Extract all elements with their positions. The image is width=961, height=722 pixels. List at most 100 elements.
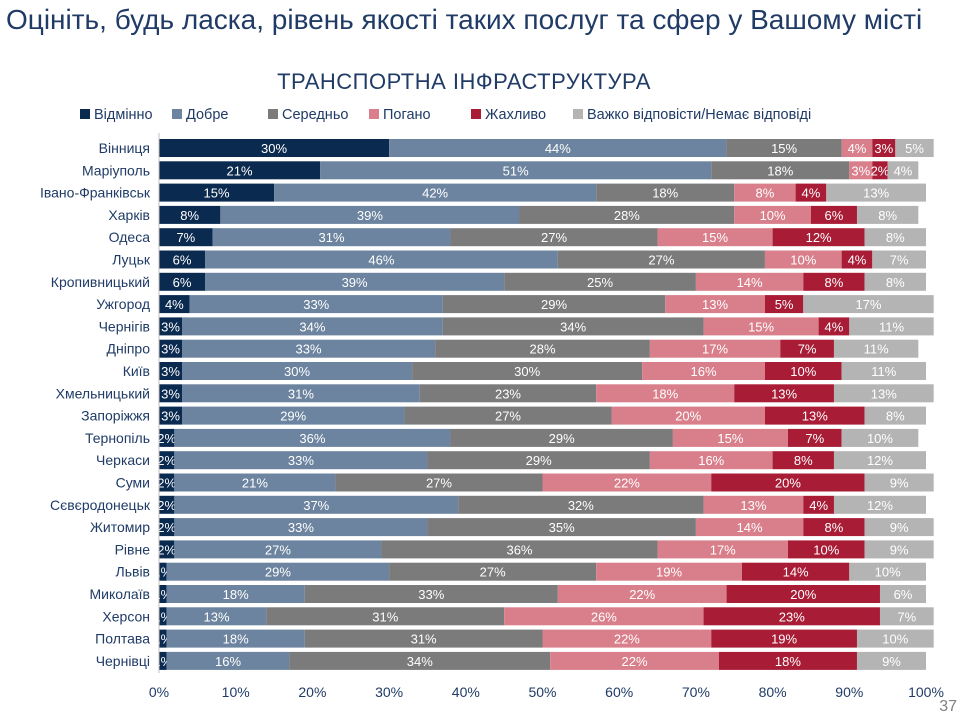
data-label: 18% [767,163,793,178]
data-label: 6% [173,275,192,290]
bar-segment [772,451,834,470]
bar-segment [174,540,382,559]
data-label: 29% [280,409,306,424]
category-label: Дніпро [107,341,151,357]
bar-segment [810,205,857,224]
bar-segment [787,428,842,447]
bar-segment [166,585,305,603]
legend-label-1: Добре [186,107,228,123]
bar-segment [772,228,865,247]
data-label: 33% [418,587,444,602]
data-label: 15% [771,141,797,156]
data-label: 15% [748,319,774,334]
data-label: 7% [890,253,909,268]
bar-segment [726,139,842,157]
data-label: 12% [867,498,893,513]
data-label: 10% [790,364,816,379]
data-label: 30% [284,364,310,379]
bar-segment [841,250,873,269]
data-label: 10% [882,632,908,647]
data-label: 7% [798,342,817,357]
category-label: Львів [116,564,150,580]
data-label: 35% [549,520,575,535]
category-label: Житомир [90,519,150,535]
bar-segment [182,317,443,336]
data-label: 9% [890,542,909,557]
data-label: 27% [265,542,291,557]
data-label: 10% [813,542,839,557]
data-label: 16% [691,364,717,379]
bar-segment [189,295,443,314]
bar-segment [557,250,765,269]
bar-segment [182,406,405,425]
bar-segment [833,451,926,470]
data-label: 5% [905,141,924,156]
data-label: 15% [717,431,743,446]
data-label: 13% [802,409,828,424]
bar-segment [879,607,934,626]
bar-segment [542,473,712,492]
data-label: 3% [161,364,180,379]
bar-segment [159,406,183,425]
data-label: 25% [587,275,613,290]
data-label: 8% [886,230,905,245]
data-label: 31% [372,609,398,624]
bar-segment [841,139,873,157]
data-label: 20% [775,476,801,491]
data-label: 3% [851,163,870,178]
data-label: 3% [161,386,180,401]
data-label: 11% [871,364,896,379]
data-label: 46% [368,253,394,268]
data-label: 2% [871,163,890,178]
data-label: 2% [157,431,176,446]
bar-segment [159,317,183,336]
bar-segment [833,495,926,514]
bar-segment [711,161,850,180]
data-label: 16% [698,453,724,468]
data-label: 22% [629,587,655,602]
x-tick-label: 0% [149,684,169,700]
bar-segment [895,139,934,157]
data-label: 19% [771,632,797,647]
bar-segment [718,651,857,670]
bar-segment [826,183,926,202]
bar-segment [764,406,865,425]
bar-segment [404,406,612,425]
bar-segment [159,540,175,559]
bars: 30% 44% 15% 4% 3% 5%21% 51% 18% 3% 2% 4%15% 42% 18% 8… [153,139,934,670]
bar-segment [159,473,175,492]
bar-segment [504,272,696,291]
legend-label-3: Погано [383,107,431,123]
chart-title: ТРАНСПОРТНА ІНФРАСТРУКТУРА [277,69,651,94]
data-label: 2% [157,542,176,557]
bar-segment [726,585,880,603]
bar-segment [887,161,919,180]
x-tick-label: 90% [835,684,863,700]
data-label: 51% [503,163,529,178]
data-label: 21% [242,476,268,491]
data-label: 2% [157,453,176,468]
bar-segment [458,495,704,514]
data-label: 42% [422,186,448,201]
data-label: 12% [806,230,832,245]
legend-swatch-3 [369,109,379,119]
category-label: Запоріжжя [81,408,150,424]
bar-segment [550,651,719,670]
x-tick-label: 40% [452,684,480,700]
bar-segment [841,362,926,380]
x-tick-label: 50% [528,684,556,700]
data-label: 27% [426,476,452,491]
data-label: 33% [288,453,314,468]
bar-segment [872,250,926,269]
bar-segment [849,562,926,581]
data-label: 39% [342,275,368,290]
data-label: 20% [675,409,701,424]
bar-segment [611,406,765,425]
data-label: 14% [737,275,763,290]
bar-segment [159,295,190,314]
data-label: 18% [652,386,678,401]
bar-segment [780,339,834,358]
category-label: Суми [116,475,150,491]
bar-segment [159,339,183,358]
